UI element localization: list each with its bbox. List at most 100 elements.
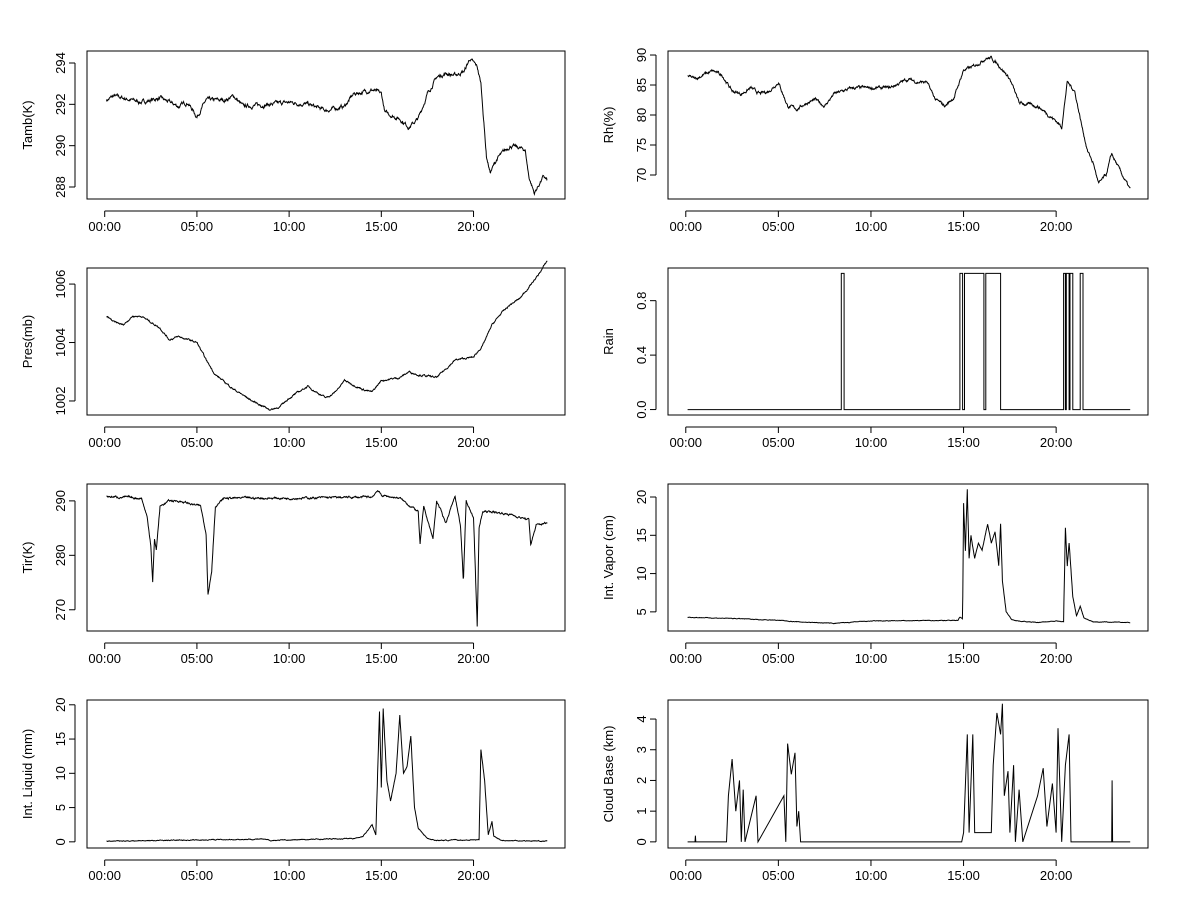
y-tick-label: 70: [634, 168, 649, 182]
x-tick-label: 20:00: [457, 868, 490, 883]
series-line: [106, 708, 548, 843]
series-line: [106, 260, 548, 411]
y-tick-label: 5: [53, 804, 68, 811]
x-tick-label: 10:00: [273, 219, 306, 234]
y-axis-label: Rain: [601, 328, 616, 355]
x-tick-label: 10:00: [855, 435, 888, 450]
y-tick-label: 85: [634, 78, 649, 92]
y-axis-label: Int. Vapor (cm): [601, 515, 616, 600]
x-tick-label: 05:00: [181, 219, 214, 234]
y-axis-label: Cloud Base (km): [601, 726, 616, 823]
x-tick-label: 00:00: [88, 651, 121, 666]
x-tick-label: 05:00: [762, 651, 795, 666]
y-tick-label: 1: [634, 808, 649, 815]
y-tick-label: 294: [53, 52, 68, 74]
x-tick-label: 20:00: [1040, 219, 1073, 234]
x-tick-label: 10:00: [273, 868, 306, 883]
x-tick-label: 15:00: [947, 435, 980, 450]
y-tick-label: 10: [634, 566, 649, 580]
y-tick-label: 15: [53, 732, 68, 746]
x-tick-label: 20:00: [457, 219, 490, 234]
x-tick-label: 00:00: [670, 651, 703, 666]
x-tick-label: 00:00: [670, 868, 703, 883]
y-tick-label: 20: [634, 490, 649, 504]
series-line: [687, 272, 1131, 411]
y-tick-label: 10: [53, 766, 68, 780]
x-tick-label: 15:00: [365, 435, 398, 450]
series-line: [687, 489, 1131, 625]
x-tick-label: 10:00: [855, 219, 888, 234]
plot-frame: [86, 699, 566, 849]
panel-6: 00:00 05:00 10:00 15:00 20:00 0 5 10 15 20 Int. Li…: [20, 698, 566, 883]
x-tick-label: 05:00: [181, 868, 214, 883]
x-tick-label: 00:00: [88, 868, 121, 883]
plot-frame: [667, 699, 1149, 849]
series-line: [687, 55, 1131, 189]
x-tick-label: 05:00: [762, 435, 795, 450]
plot-frame: [667, 267, 1149, 416]
y-tick-label: 1004: [53, 328, 68, 357]
y-tick-label: 75: [634, 138, 649, 152]
x-tick-label: 15:00: [365, 868, 398, 883]
y-tick-label: 280: [53, 544, 68, 566]
y-tick-label: 288: [53, 176, 68, 198]
y-tick-label: 1002: [53, 387, 68, 416]
y-tick-label: 80: [634, 108, 649, 122]
y-axis-label: Rh(%): [601, 107, 616, 144]
x-tick-label: 20:00: [1040, 868, 1073, 883]
y-tick-label: 3: [634, 746, 649, 753]
x-tick-label: 00:00: [88, 219, 121, 234]
y-tick-label: 2: [634, 777, 649, 784]
y-tick-label: 90: [634, 48, 649, 62]
x-tick-label: 05:00: [181, 651, 214, 666]
panel-0: 00:00 05:00 10:00 15:00 20:00 288 290 292 294 Tam…: [20, 50, 566, 234]
y-tick-label: 290: [53, 135, 68, 157]
panel-5: 00:00 05:00 10:00 15:00 20:00 5 10 15 20 Int. Vap…: [601, 483, 1149, 666]
y-tick-label: 270: [53, 599, 68, 621]
x-tick-label: 20:00: [457, 651, 490, 666]
y-axis-label: Pres(mb): [20, 315, 35, 368]
x-tick-label: 05:00: [762, 219, 795, 234]
x-tick-label: 15:00: [365, 219, 398, 234]
x-tick-label: 10:00: [855, 651, 888, 666]
y-tick-label: 4: [634, 715, 649, 722]
x-tick-label: 20:00: [1040, 651, 1073, 666]
panel-4: 00:00 05:00 10:00 15:00 20:00 270 280 290 Tir(K): [20, 483, 566, 666]
panel-3: 00:00 05:00 10:00 15:00 20:00 0.0 0.4 0.8 Rain: [601, 267, 1149, 450]
plot-frame: [667, 483, 1149, 632]
y-tick-label: 15: [634, 528, 649, 542]
plot-frame: [86, 267, 566, 416]
panel-2: 00:00 05:00 10:00 15:00 20:00 1002 1004 1006 Pre…: [20, 260, 566, 450]
x-tick-label: 05:00: [181, 435, 214, 450]
x-tick-label: 00:00: [670, 435, 703, 450]
y-tick-label: 0.8: [634, 292, 649, 310]
plot-frame: [667, 50, 1149, 200]
y-tick-label: 0: [53, 838, 68, 845]
plot-frame: [86, 50, 566, 200]
x-tick-label: 20:00: [457, 435, 490, 450]
y-axis-label: Tamb(K): [20, 100, 35, 149]
plot-frame: [86, 483, 566, 632]
y-tick-label: 0: [634, 838, 649, 845]
series-line: [106, 58, 548, 197]
x-tick-label: 15:00: [947, 868, 980, 883]
y-tick-label: 5: [634, 608, 649, 615]
y-tick-label: 1006: [53, 270, 68, 299]
x-tick-label: 00:00: [670, 219, 703, 234]
y-axis-label: Tir(K): [20, 541, 35, 573]
x-tick-label: 00:00: [88, 435, 121, 450]
series-line: [106, 489, 548, 627]
panel-1: 00:00 05:00 10:00 15:00 20:00 70 75 80 85 90 Rh(%): [601, 48, 1149, 234]
x-tick-label: 10:00: [273, 651, 306, 666]
x-tick-label: 05:00: [762, 868, 795, 883]
x-tick-label: 15:00: [365, 651, 398, 666]
y-tick-label: 20: [53, 698, 68, 712]
x-tick-label: 15:00: [947, 219, 980, 234]
y-tick-label: 0.4: [634, 346, 649, 364]
panel-7: 00:00 05:00 10:00 15:00 20:00 0 1 2 3 4 Cloud Base…: [601, 699, 1149, 883]
y-tick-label: 0.0: [634, 401, 649, 419]
x-tick-label: 15:00: [947, 651, 980, 666]
y-tick-label: 292: [53, 93, 68, 115]
y-tick-label: 290: [53, 490, 68, 512]
